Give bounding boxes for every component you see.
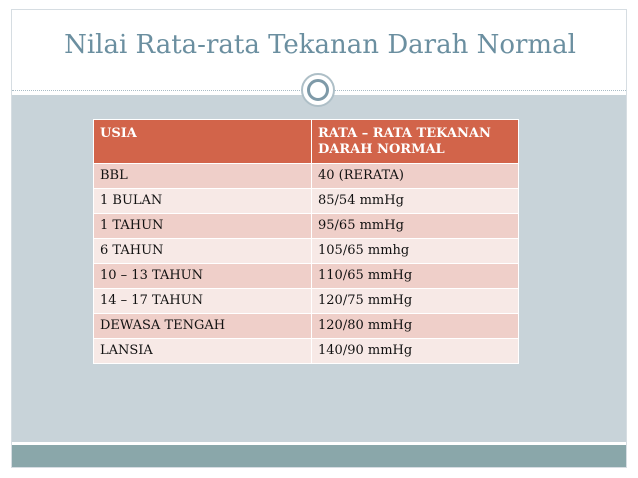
cell-pressure: 120/75 mmHg	[311, 288, 519, 314]
slide: Nilai Rata-rata Tekanan Darah Normal	[11, 9, 627, 468]
table-header-row: USIA RATA – RATA TEKANAN DARAH NORMAL	[93, 119, 519, 164]
circle-ornament-icon	[301, 73, 335, 107]
cell-pressure: 140/90 mmHg	[311, 338, 519, 364]
slide-title: Nilai Rata-rata Tekanan Darah Normal	[64, 30, 576, 60]
footer-bar	[12, 445, 626, 467]
table-row: LANSIA 140/90 mmHg	[93, 338, 519, 364]
table-row: 1 BULAN 85/54 mmHg	[93, 188, 519, 214]
table-row: 10 – 13 TAHUN 110/65 mmHg	[93, 263, 519, 289]
cell-usia: LANSIA	[93, 338, 312, 364]
cell-pressure: 110/65 mmHg	[311, 263, 519, 289]
cell-usia: 10 – 13 TAHUN	[93, 263, 312, 289]
cell-pressure: 95/65 mmHg	[311, 213, 519, 239]
cell-usia: 1 BULAN	[93, 188, 312, 214]
circle-ornament-inner	[307, 79, 329, 101]
cell-pressure: 120/80 mmHg	[311, 313, 519, 339]
table-row: DEWASA TENGAH 120/80 mmHg	[93, 313, 519, 339]
cell-pressure: 85/54 mmHg	[311, 188, 519, 214]
cell-pressure: 40 (RERATA)	[311, 163, 519, 189]
table-row: 6 TAHUN 105/65 mmhg	[93, 238, 519, 264]
header-usia: USIA	[93, 119, 312, 164]
cell-usia: DEWASA TENGAH	[93, 313, 312, 339]
table-row: 14 – 17 TAHUN 120/75 mmHg	[93, 288, 519, 314]
cell-usia: 1 TAHUN	[93, 213, 312, 239]
cell-usia: 6 TAHUN	[93, 238, 312, 264]
table-row: 1 TAHUN 95/65 mmHg	[93, 213, 519, 239]
cell-pressure: 105/65 mmhg	[311, 238, 519, 264]
blood-pressure-table: USIA RATA – RATA TEKANAN DARAH NORMAL BB…	[93, 119, 519, 364]
header-rata-rata: RATA – RATA TEKANAN DARAH NORMAL	[311, 119, 519, 164]
cell-usia: 14 – 17 TAHUN	[93, 288, 312, 314]
cell-usia: BBL	[93, 163, 312, 189]
table-row: BBL 40 (RERATA)	[93, 163, 519, 189]
